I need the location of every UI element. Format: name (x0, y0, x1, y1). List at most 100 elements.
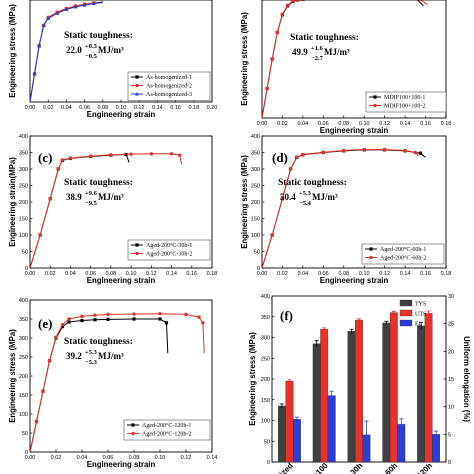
x-tick-label: 0.20 (207, 105, 218, 111)
legend-entry: Aged-200°C-60h-2 (380, 255, 426, 262)
y-tick-label: 400 (261, 294, 270, 300)
bar (320, 329, 329, 463)
legend-entry: Aged-200°C-120h-1 (142, 422, 191, 429)
bar (327, 395, 336, 463)
marker-circle (270, 57, 274, 61)
x-axis-label: Engineering strain (87, 110, 156, 119)
bar (382, 322, 391, 463)
y-tick-label: 300 (261, 336, 270, 342)
marker-circle (38, 233, 42, 237)
y2-tick-label: 5 (448, 432, 451, 438)
marker-circle (265, 86, 269, 91)
x-axis-label: Engineering strain (87, 460, 156, 469)
marker-circle (201, 321, 205, 325)
x-tick-label: 0.12 (146, 271, 157, 277)
y-tick-label: 200 (19, 374, 28, 380)
category-label: 0°C-60h (372, 461, 399, 474)
x-tick-label: 0.06 (85, 271, 96, 277)
y-tick-label: 50 (22, 250, 28, 256)
marker-triangle (64, 7, 69, 11)
y2-tick-label: 20 (448, 349, 454, 355)
marker-circle (80, 314, 84, 319)
x-tick-label: 0.06 (79, 105, 90, 111)
bar (417, 325, 426, 463)
legend-swatch (399, 319, 413, 327)
x-tick-label: 0.00 (25, 455, 36, 461)
marker-square (418, 151, 423, 155)
legend-entry: Aged-200°C-30h-2 (146, 251, 192, 258)
marker-square (135, 243, 139, 247)
marker-circle (129, 152, 133, 156)
legend-entry: EL (415, 322, 423, 328)
static-toughness-plus: +5.3 (85, 349, 98, 356)
bar (355, 319, 363, 463)
bar (424, 313, 433, 463)
x-tick-label: 0.00 (25, 105, 36, 111)
static-toughness-unit: MJ/m³ (324, 47, 350, 57)
y-tick-label: 150 (261, 398, 270, 404)
legend-swatch (399, 299, 413, 307)
panel-f: 0 50 100 150 200 250 300 350 400 0 5 10 15 20 25 30 Engi… (248, 294, 471, 474)
bar (347, 331, 356, 463)
legend-entry: As-homogenized-3 (146, 92, 192, 98)
static-toughness-value: 50.4 (280, 192, 296, 202)
static-toughness-minus: −5.4 (299, 200, 312, 207)
y-axis-label: Engineering stress (MPa) (240, 155, 249, 249)
marker-circle (131, 431, 135, 436)
category-label: genized (268, 461, 295, 474)
static-toughness-value: 22.0 (66, 45, 82, 55)
static-toughness-plus: +9.6 (85, 190, 98, 197)
y-axis-label: Engineering stress (MPa) (248, 332, 257, 426)
x-tick-label: 0.12 (181, 455, 192, 461)
y2-tick-label: 25 (448, 322, 454, 328)
marker-circle (413, 150, 418, 155)
x-tick-label: 0.02 (277, 121, 288, 127)
marker-circle (373, 103, 377, 108)
bar (292, 419, 301, 463)
marker-circle (93, 313, 97, 317)
x-tick-label: 0.10 (126, 271, 137, 277)
y-axis-label: Engineering strain(MPa) (8, 157, 17, 247)
bar (389, 312, 398, 463)
panel-label: (c) (38, 150, 52, 165)
y-tick-label: 400 (19, 134, 28, 140)
marker-square (158, 317, 162, 321)
y-tick-label: 150 (251, 217, 260, 223)
static-toughness-value: 49.9 (292, 47, 308, 57)
marker-circle (158, 311, 162, 316)
y-tick-label: 100 (261, 419, 270, 425)
legend-box (123, 419, 211, 441)
y-tick-label: 250 (19, 355, 28, 361)
x-axis-label: Engineering strain (87, 276, 156, 285)
x-tick-label: 0.12 (379, 121, 390, 127)
marker-triangle (135, 92, 139, 96)
y-tick-label: 250 (251, 184, 260, 190)
x-tick-label: 0.18 (207, 271, 218, 277)
x-tick-label: 0.02 (51, 455, 62, 461)
y-tick-label: 350 (261, 315, 270, 321)
y-tick-label: 200 (261, 377, 270, 383)
legend-entry: TYS (415, 302, 426, 308)
y-tick-label: 0 (257, 266, 260, 272)
legend-box (361, 243, 445, 265)
static-toughness-plus: +5.3 (299, 190, 312, 197)
x-tick-label: 0.02 (43, 105, 54, 111)
bar (285, 380, 294, 463)
legend-swatch (399, 309, 413, 317)
marker-circle (67, 317, 71, 321)
category-label: 0°C-30h (337, 461, 364, 474)
panel-a: 0.00 0.02 0.04 0.06 0.08 0.10 0.12 0.14 0.16 0.18… (8, 0, 217, 119)
legend-entry: MDIF100+100-2 (384, 104, 425, 110)
marker-square (131, 423, 135, 427)
marker-circle (362, 147, 366, 152)
static-toughness-minus: −0.5 (85, 53, 98, 60)
bar (432, 434, 441, 463)
marker-circle (369, 255, 373, 260)
marker-circle (41, 389, 45, 393)
x-tick-label: 0.10 (359, 121, 370, 127)
y-tick-label: 350 (19, 151, 28, 157)
x-tick-label: 0.14 (166, 271, 177, 277)
x-tick-label: 0.10 (155, 455, 166, 461)
y-axis-label: Engineering stress (MPa) (240, 12, 249, 106)
marker-circle (47, 359, 52, 363)
